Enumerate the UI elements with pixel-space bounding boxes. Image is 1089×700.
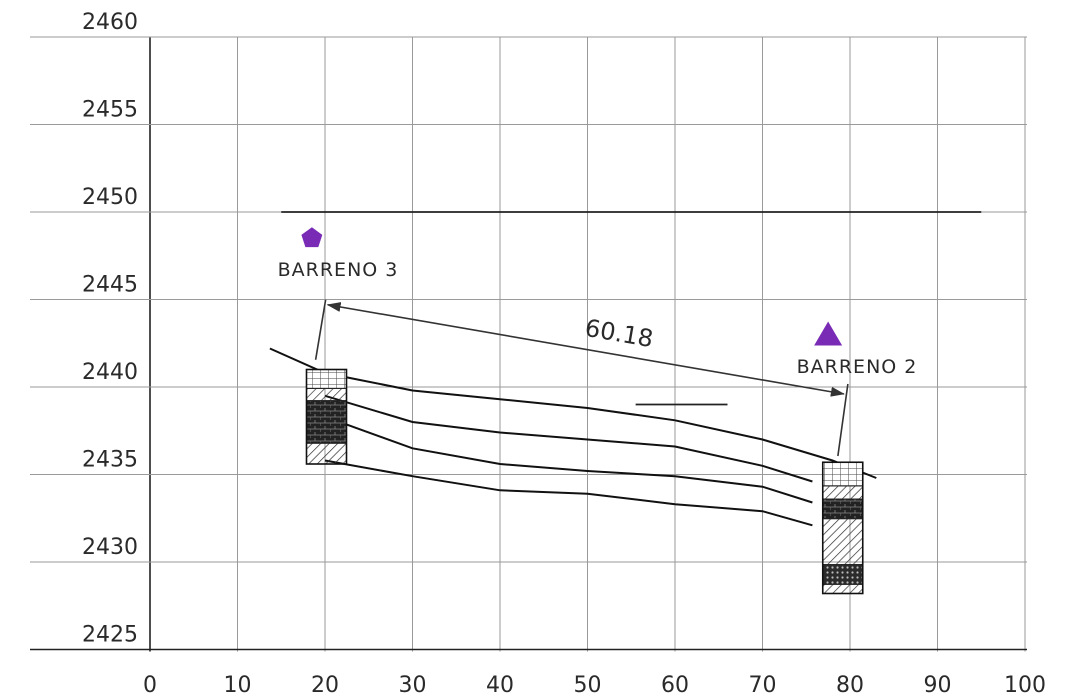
x-tick-label: 70 xyxy=(749,673,777,698)
x-tick-label: 90 xyxy=(924,673,952,698)
y-tick-label: 2430 xyxy=(82,535,138,560)
borehole-column xyxy=(821,461,864,595)
borehole-label: BARRENO 2 xyxy=(797,356,918,378)
x-axis-ticks: 0 10 20 30 40 50 60 70 80 90 100 xyxy=(143,673,1046,698)
borehole-label: BARRENO 3 xyxy=(278,259,399,281)
borehole-stratum xyxy=(822,461,864,487)
y-axis-ticks: 2460 2455 2450 2445 2440 2435 2430 2425 xyxy=(82,10,138,648)
dimension-arrow xyxy=(326,302,845,397)
y-tick-label: 2425 xyxy=(82,623,138,648)
y-tick-label: 2445 xyxy=(82,273,138,298)
borehole-stratum xyxy=(822,583,864,594)
pentagon-marker-icon xyxy=(301,227,323,248)
x-tick-label: 30 xyxy=(399,673,427,698)
borehole-stratum xyxy=(306,369,347,389)
stratum-line xyxy=(324,394,813,483)
y-tick-label: 2450 xyxy=(82,185,138,210)
borehole-stratum xyxy=(822,518,864,566)
dimension-value: 60.18 xyxy=(583,314,655,353)
x-tick-label: 20 xyxy=(311,673,339,698)
x-tick-label: 60 xyxy=(661,673,689,698)
x-tick-label: 40 xyxy=(486,673,514,698)
y-tick-label: 2455 xyxy=(82,98,138,123)
borehole-stratum xyxy=(306,442,347,465)
borehole-stratum xyxy=(822,485,864,500)
stratum-line xyxy=(324,459,813,527)
y-tick-label: 2440 xyxy=(82,360,138,385)
dimension-annotation: 60.18 xyxy=(314,299,849,457)
extension-line-right xyxy=(837,383,849,457)
grid xyxy=(30,36,1027,652)
x-tick-label: 80 xyxy=(836,673,864,698)
borehole-stratum xyxy=(306,387,347,402)
y-tick-label: 2460 xyxy=(82,10,138,35)
triangle-marker-icon xyxy=(814,321,843,346)
stratum-line xyxy=(324,415,813,504)
x-tick-label: 10 xyxy=(224,673,252,698)
extension-line-left xyxy=(314,299,327,360)
borehole-stratum xyxy=(306,400,347,444)
borehole-stratum xyxy=(822,564,864,585)
y-tick-label: 2435 xyxy=(82,448,138,473)
borehole-stratum xyxy=(822,498,864,520)
x-tick-label: 50 xyxy=(574,673,602,698)
borehole-column xyxy=(305,368,348,465)
x-tick-label: 100 xyxy=(1004,673,1046,698)
x-tick-label: 0 xyxy=(143,673,157,698)
stratum-line xyxy=(269,347,877,479)
